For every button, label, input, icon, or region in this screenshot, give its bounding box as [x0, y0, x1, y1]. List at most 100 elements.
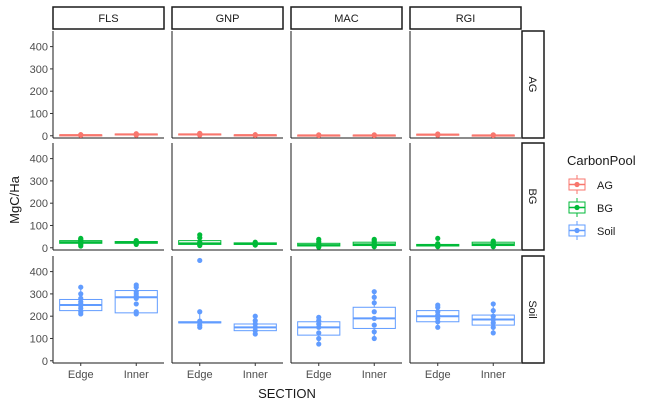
data-point — [490, 238, 496, 244]
data-point — [490, 330, 496, 336]
data-point — [78, 132, 84, 138]
data-point — [316, 335, 322, 342]
facet-strip-label: MAC — [334, 13, 359, 25]
data-point — [371, 236, 377, 242]
x-tick-label: Edge — [187, 369, 213, 381]
y-axis-title: MgC/Ha — [7, 175, 22, 223]
boxplot-bg-gnp-inner — [233, 239, 277, 248]
facet-row-strip-soil — [521, 255, 545, 364]
legend-title: CarbonPool — [567, 153, 636, 168]
y-tick-label: 400 — [30, 154, 48, 166]
data-point — [371, 309, 377, 315]
boxplot-ag-fls-inner — [114, 131, 158, 138]
data-point — [78, 284, 84, 290]
facet-strip-label: FLS — [98, 13, 118, 25]
data-point — [490, 313, 496, 319]
x-axis-title: SECTION — [258, 386, 316, 401]
data-point — [78, 295, 84, 301]
legend-item-ag: AG — [568, 175, 613, 194]
data-point — [490, 301, 496, 307]
facet-row-strip-label: BG — [526, 189, 538, 205]
x-tick-label: Inner — [362, 369, 387, 381]
x-tick-label: Edge — [306, 369, 332, 381]
boxplot-bg-mac-inner — [352, 236, 396, 250]
boxplot-soil-gnp-edge — [178, 257, 222, 330]
y-tick-label: 0 — [42, 356, 48, 368]
boxplot-bg-fls-inner — [114, 238, 158, 248]
data-point — [435, 324, 441, 330]
data-point — [316, 314, 322, 320]
boxplot-ag-rgi-edge — [416, 131, 460, 138]
facet-strip-mac — [290, 6, 403, 30]
facet-row-strip-label: AG — [526, 77, 538, 93]
boxplot-soil-gnp-inner — [233, 313, 277, 337]
y-tick-label: 0 — [42, 131, 48, 143]
data-point — [252, 318, 258, 324]
legend-key-point — [574, 181, 580, 188]
y-tick-label: 300 — [30, 289, 48, 301]
y-tick-label: 0 — [42, 243, 48, 255]
legend-label: AG — [597, 180, 613, 192]
data-point — [435, 131, 441, 137]
data-point — [371, 322, 377, 328]
data-point — [435, 309, 441, 315]
boxplot-ag-fls-edge — [59, 132, 103, 138]
x-tick-label: Edge — [425, 369, 451, 381]
data-point — [133, 282, 139, 288]
boxplot-bg-fls-edge — [59, 235, 103, 249]
data-point — [490, 132, 496, 138]
boxplot-bg-mac-edge — [297, 236, 341, 250]
boxplot-bg-rgi-edge — [416, 235, 460, 250]
data-point — [197, 239, 203, 245]
data-point — [371, 300, 377, 306]
y-tick-label: 300 — [30, 176, 48, 188]
data-point — [197, 309, 203, 315]
data-point — [316, 132, 322, 138]
facet-strip-label: GNP — [216, 13, 240, 25]
data-point — [371, 294, 377, 300]
legend-item-soil: Soil — [568, 221, 615, 240]
boxplot-bg-rgi-inner — [471, 238, 515, 250]
data-point — [197, 130, 203, 136]
boxplot-soil-fls-inner — [114, 282, 158, 317]
y-tick-label: 100 — [30, 220, 48, 232]
data-point — [435, 235, 441, 242]
legend-label: BG — [597, 203, 613, 215]
data-point — [78, 291, 84, 297]
y-tick-label: 100 — [30, 108, 48, 120]
legend-key-point — [574, 204, 580, 211]
facet-row-strip-ag — [521, 30, 545, 139]
data-point — [316, 341, 322, 347]
data-point — [490, 308, 496, 314]
y-tick-label: 300 — [30, 64, 48, 76]
data-point — [490, 324, 496, 330]
data-point — [197, 257, 203, 264]
data-point — [133, 301, 139, 307]
facet-row-strip-bg — [521, 142, 545, 251]
data-point — [197, 232, 203, 238]
y-tick-label: 400 — [30, 267, 48, 279]
data-point — [133, 238, 139, 244]
data-point — [133, 289, 139, 295]
y-tick-label: 100 — [30, 333, 48, 345]
x-tick-label: Inner — [243, 369, 268, 381]
data-point — [133, 309, 139, 315]
data-point — [252, 313, 258, 319]
y-tick-label: 200 — [30, 198, 48, 210]
data-point — [197, 318, 203, 324]
data-point — [435, 241, 441, 247]
data-point — [252, 132, 258, 138]
boxplot-soil-rgi-edge — [416, 302, 460, 330]
data-point — [371, 315, 377, 322]
boxplot-soil-mac-inner — [352, 289, 396, 342]
facet-strip-gnp — [171, 6, 284, 30]
data-point — [133, 131, 139, 137]
x-tick-label: Edge — [68, 369, 94, 381]
y-tick-label: 400 — [30, 42, 48, 54]
data-point — [371, 132, 377, 138]
data-point — [435, 302, 441, 308]
legend-label: Soil — [597, 226, 615, 238]
boxplot-ag-gnp-inner — [233, 132, 277, 138]
